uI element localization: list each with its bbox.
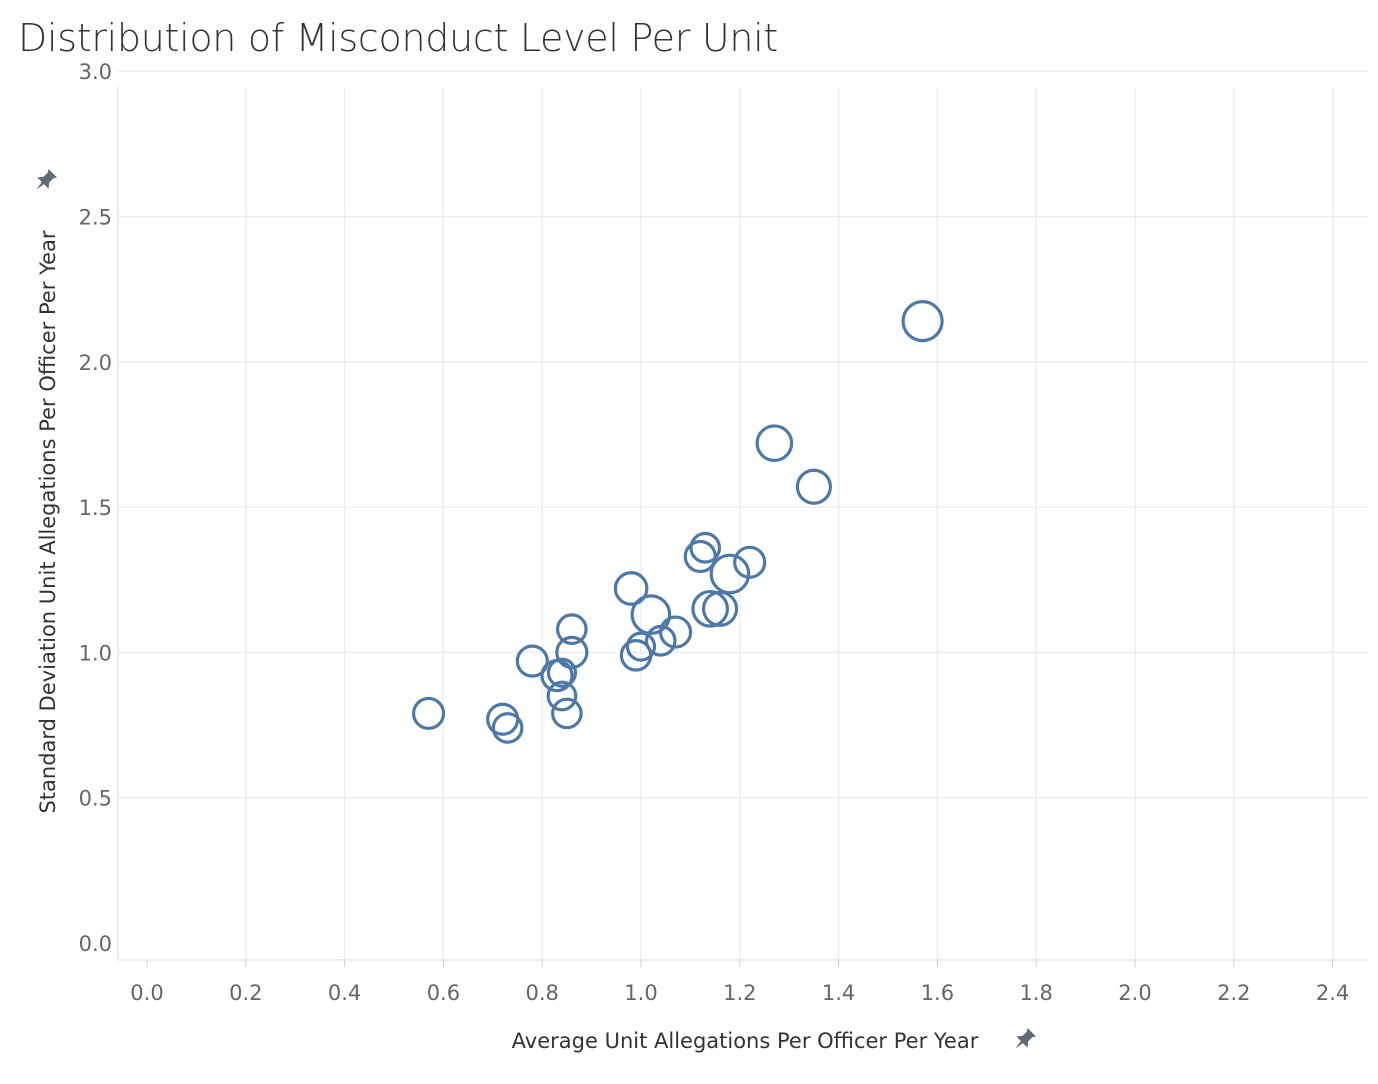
data-point	[555, 635, 589, 670]
data-point	[546, 680, 578, 712]
x-tick-label: 0.8	[525, 981, 558, 1005]
data-point	[555, 613, 588, 646]
y-axis-title: Standard Deviation Unit Allegations Per …	[36, 230, 60, 813]
x-tick-label: 1.2	[723, 981, 756, 1005]
x-tick-label: 1.4	[822, 981, 855, 1005]
x-tick-label: 0.2	[229, 981, 262, 1005]
data-point	[658, 615, 693, 649]
y-axis-ticks: 0.0 0.5 1.0 1.5 2.0 2.5 3.0	[79, 60, 112, 956]
y-gridlines	[118, 70, 1368, 799]
x-tick-label: 1.8	[1019, 981, 1052, 1005]
data-point	[709, 553, 751, 595]
data-point	[795, 468, 833, 505]
y-tick-label: 2.5	[79, 206, 112, 230]
data-point	[625, 631, 657, 662]
y-tick-label: 2.0	[79, 351, 112, 375]
x-tick-label: 1.6	[921, 981, 954, 1005]
data-point	[546, 657, 578, 688]
data-point	[733, 545, 767, 579]
x-tick-label: 2.0	[1118, 981, 1151, 1005]
x-axis-pin-icon[interactable]	[1010, 1027, 1038, 1055]
x-tick-label: 1.0	[624, 981, 657, 1005]
data-point	[689, 531, 722, 564]
data-points	[411, 300, 944, 744]
x-axis-ticks: 0.0 0.2 0.4 0.6 0.8 1.0 1.2 1.4 1.6 1.8 2.0 2.2 2.4	[130, 960, 1349, 1005]
x-gridlines	[245, 87, 1334, 960]
data-point	[515, 644, 549, 678]
y-tick-label: 0.0	[79, 932, 112, 956]
y-tick-label: 3.0	[79, 60, 112, 84]
y-axis-pin-icon[interactable]	[31, 168, 59, 196]
x-tick-label: 0.4	[328, 981, 361, 1005]
data-point	[901, 300, 944, 343]
data-point	[630, 594, 672, 635]
y-tick-label: 1.5	[79, 496, 112, 520]
data-point	[551, 697, 583, 730]
x-axis-title: Average Unit Allegations Per Officer Per…	[512, 1029, 979, 1053]
data-point	[411, 696, 446, 731]
chart-title: Distribution of Misconduct Level Per Uni…	[18, 16, 779, 60]
y-tick-label: 0.5	[79, 787, 112, 811]
data-point	[691, 589, 730, 628]
data-point	[755, 424, 794, 463]
y-tick-label: 1.0	[79, 641, 112, 665]
axis-lines	[117, 87, 1368, 961]
data-point	[613, 571, 649, 606]
data-point	[701, 590, 739, 627]
x-tick-label: 0.0	[130, 981, 163, 1005]
x-tick-label: 2.4	[1316, 981, 1349, 1005]
x-tick-label: 0.6	[427, 981, 460, 1005]
data-point	[491, 712, 524, 744]
x-tick-label: 2.2	[1217, 981, 1250, 1005]
